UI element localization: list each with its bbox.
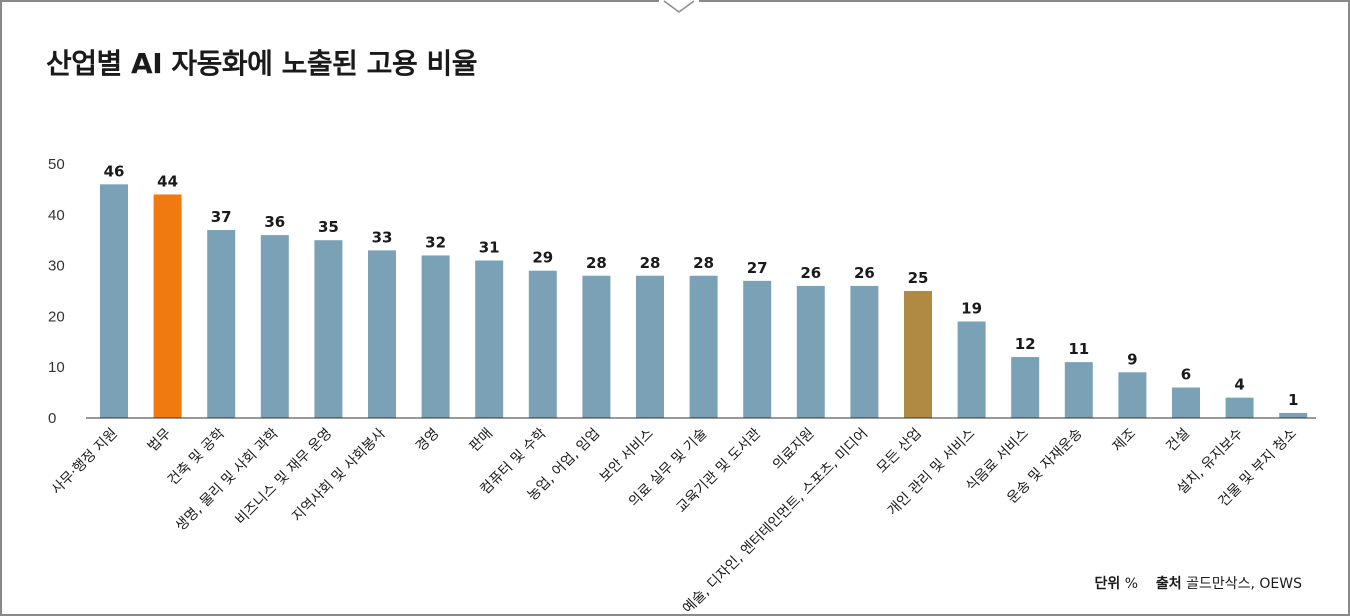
y-tick-label: 40: [48, 207, 65, 224]
source-label: 출처: [1155, 576, 1182, 592]
value-label: 33: [372, 228, 393, 246]
bar: [421, 255, 450, 418]
value-label: 44: [157, 172, 178, 190]
category-label: 모든 산업: [874, 426, 925, 477]
value-label: 28: [693, 254, 714, 272]
category-label: 사무·행정 지원: [49, 426, 121, 498]
bar: [100, 184, 128, 418]
bar: [1172, 387, 1200, 418]
y-tick-label: 20: [48, 308, 65, 325]
value-label: 31: [479, 239, 500, 257]
bar: [689, 275, 718, 418]
bar: [314, 240, 343, 418]
value-label: 28: [640, 254, 661, 272]
y-tick-label: 10: [48, 359, 65, 376]
category-label: 지역사회 및 사회봉사: [289, 425, 389, 525]
bar: [743, 280, 772, 418]
bar: [957, 321, 986, 418]
value-label: 12: [1015, 335, 1036, 353]
value-labels: 46 44 37 36 35 33 32 31 29 28 28 28 27 26 26 25 19 12 11 9 6…: [104, 162, 1299, 409]
category-label: 생명, 물리 및 사회 과학: [173, 425, 282, 534]
value-label: 32: [425, 233, 446, 251]
value-label: 35: [318, 218, 339, 236]
bar: [904, 291, 932, 418]
bar: [1118, 372, 1147, 418]
bar: [850, 285, 879, 418]
bar: [582, 275, 611, 418]
value-label: 28: [586, 254, 607, 272]
bar: [260, 235, 289, 418]
value-label: 9: [1127, 350, 1137, 368]
value-label: 37: [211, 208, 232, 226]
frame-notch-gap: [659, 0, 699, 4]
y-tick-label: 50: [48, 156, 65, 173]
category-label: 제조: [1110, 425, 1140, 455]
chart-title: 산업별 AI 자동화에 노출된 고용 비율: [46, 47, 477, 80]
y-axis-ticks: 0 10 20 30 40 50: [48, 156, 65, 427]
chevron-down-icon: [663, 0, 695, 13]
bar: [1279, 412, 1308, 418]
value-label: 6: [1181, 366, 1191, 384]
category-label: 예술, 디자인, 엔터테인먼트, 스포츠, 미디어: [680, 426, 871, 616]
category-label: 판매: [466, 426, 496, 456]
category-label: 경영: [413, 426, 443, 456]
bar: [528, 270, 557, 418]
source-value: 골드만삭스, OEWS: [1186, 576, 1302, 592]
bar: [1011, 357, 1040, 418]
value-label: 36: [264, 213, 285, 231]
category-label: 법무: [145, 425, 175, 455]
chart-footer: 단위 % 출처 골드만삭스, OEWS: [1095, 573, 1302, 593]
category-label: 비즈니스 및 재무 운영: [232, 426, 335, 529]
value-label: 46: [104, 162, 125, 180]
value-label: 26: [854, 264, 875, 282]
unit-label: 단위: [1094, 576, 1121, 592]
value-label: 27: [747, 259, 768, 277]
y-tick-label: 0: [48, 410, 56, 427]
bar: [153, 194, 182, 418]
bar: [475, 260, 504, 418]
category-label: 의료지원: [770, 426, 818, 474]
bar: [1064, 362, 1093, 418]
value-label: 29: [532, 249, 553, 267]
y-tick-label: 30: [48, 258, 65, 275]
value-label: 4: [1234, 376, 1244, 394]
value-label: 19: [961, 299, 982, 317]
category-label: 건설: [1163, 426, 1193, 456]
bar: [368, 250, 396, 418]
bar: [636, 275, 664, 418]
value-label: 26: [800, 264, 821, 282]
bars: [100, 184, 1308, 418]
bar: [207, 230, 236, 418]
value-label: 25: [908, 269, 929, 287]
value-label: 11: [1068, 340, 1089, 358]
value-label: 1: [1288, 391, 1298, 409]
unit-value: %: [1124, 576, 1139, 592]
bar: [1225, 397, 1254, 418]
bar: [796, 285, 825, 418]
